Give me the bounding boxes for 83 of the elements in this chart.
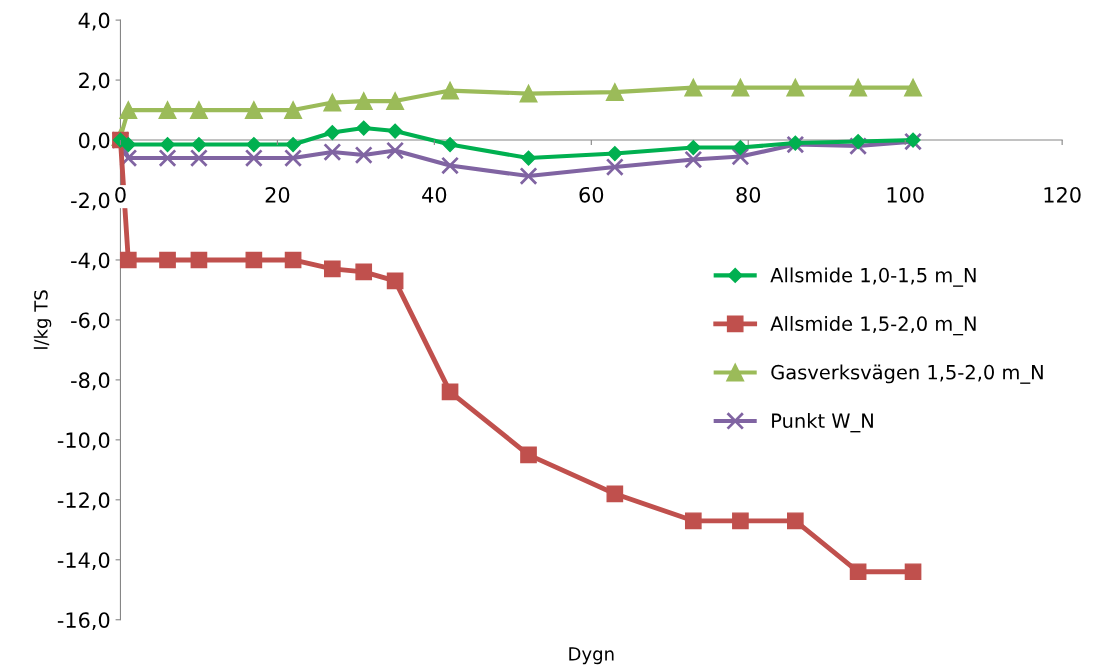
y-tick-label: -12,0 — [57, 492, 110, 511]
point — [519, 84, 538, 103]
point — [441, 383, 459, 401]
point — [158, 148, 177, 168]
y-tick-label: -10,0 — [57, 432, 110, 451]
point — [386, 141, 405, 160]
point — [684, 78, 703, 97]
x-tick-label: 0 — [115, 186, 126, 203]
point — [159, 136, 176, 153]
point — [442, 136, 458, 153]
point — [520, 446, 537, 464]
point — [684, 512, 702, 530]
point — [605, 157, 624, 177]
x-tick-label: 120 — [1044, 186, 1081, 203]
legend-label: Allsmide 1,0-1,5 m_N — [770, 267, 976, 287]
point — [441, 156, 460, 175]
point — [119, 101, 138, 120]
point — [323, 93, 342, 112]
point — [285, 136, 301, 153]
y-tick-label: 2,0 — [79, 72, 110, 91]
point — [246, 136, 262, 153]
point — [354, 92, 373, 111]
y-tick-label: 0,0 — [78, 132, 110, 151]
point — [732, 139, 748, 156]
point — [387, 123, 403, 139]
point — [191, 136, 207, 153]
point — [519, 166, 538, 186]
y-tick-label: -8,0 — [71, 372, 110, 391]
point — [323, 142, 342, 162]
point — [190, 251, 208, 269]
x-tick-label: 80 — [736, 186, 761, 203]
y-tick-label: -2,0 — [71, 192, 110, 211]
point — [520, 150, 537, 166]
x-tick-label: 60 — [579, 186, 604, 203]
legend-label: Allsmide 1,5-2,0 m_N — [770, 315, 976, 336]
point — [120, 136, 136, 153]
y-axis-title: l/kg TS — [33, 290, 52, 349]
y-tick-label: -14,0 — [57, 552, 110, 571]
point — [441, 81, 460, 100]
point — [119, 251, 137, 269]
y-tick-label: -6,0 — [71, 312, 110, 331]
point — [356, 120, 372, 136]
point — [850, 133, 866, 150]
point — [284, 148, 303, 168]
point — [284, 101, 303, 120]
legend-label: Punkt W_N — [772, 413, 873, 433]
point — [607, 145, 623, 162]
point — [731, 78, 750, 97]
point — [904, 78, 923, 97]
point — [786, 78, 805, 97]
point — [354, 145, 373, 165]
y-tick-label: -16,0 — [57, 612, 110, 631]
point — [732, 512, 749, 530]
point — [685, 139, 701, 156]
point — [904, 563, 922, 581]
point — [849, 78, 868, 97]
point — [605, 83, 624, 102]
point — [386, 272, 404, 290]
x-tick-label: 100 — [887, 186, 924, 203]
point — [284, 251, 302, 269]
point — [159, 251, 176, 269]
point — [323, 260, 341, 278]
point — [324, 124, 340, 141]
point — [684, 150, 703, 169]
point — [245, 251, 263, 269]
point — [849, 137, 868, 156]
point — [606, 485, 624, 503]
point — [386, 92, 405, 111]
x-tick-label: 20 — [265, 186, 290, 203]
point — [244, 148, 263, 168]
point — [787, 512, 804, 530]
legend-label: Gasverksvägen 1,5-2,0 m_N — [771, 364, 1043, 384]
point — [849, 563, 867, 581]
y-tick-label: 4,0 — [78, 12, 110, 31]
point — [244, 101, 263, 120]
x-tick-label: 40 — [422, 186, 447, 203]
point — [189, 101, 208, 120]
point — [189, 148, 208, 168]
point — [731, 147, 750, 166]
y-tick-label: -4,0 — [71, 252, 110, 271]
point — [158, 101, 177, 120]
x-axis-title: Dygn — [569, 647, 614, 665]
point — [355, 263, 373, 281]
